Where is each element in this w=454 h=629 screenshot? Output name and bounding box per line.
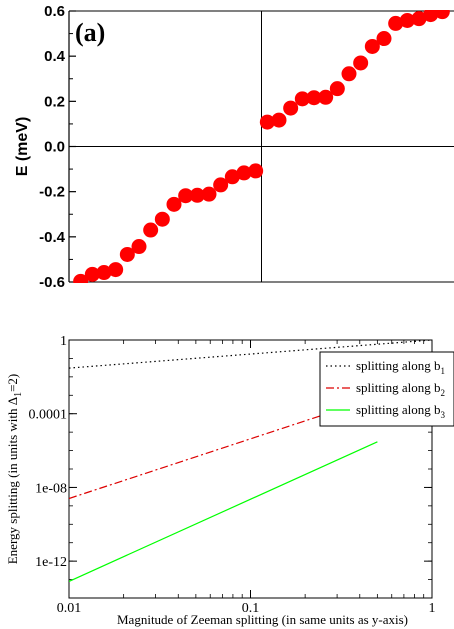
energy-level-point	[388, 15, 404, 31]
panel-a-ytick-label: -0.4	[39, 229, 66, 246]
energy-level-point	[364, 38, 380, 54]
energy-level-point	[306, 90, 322, 106]
energy-level-point	[434, 10, 450, 20]
energy-level-point	[318, 89, 334, 105]
energy-level-point	[73, 273, 89, 283]
panel-b-xtick-label: 0.01	[57, 601, 82, 616]
legend-entry-name: splitting along b	[356, 358, 441, 373]
panel-b-ylabel-main: Energy splitting (in units with Δ	[5, 397, 20, 564]
legend-entry-sub: 1	[441, 366, 446, 376]
energy-level-point	[423, 10, 439, 23]
panel-a-label: (a)	[75, 18, 105, 47]
legend-box	[319, 351, 454, 427]
series-line-b3	[69, 441, 378, 582]
energy-level-point	[119, 246, 135, 262]
energy-level-point	[201, 186, 217, 202]
energy-level-point	[154, 211, 170, 227]
legend-entry-sub: 3	[441, 410, 446, 420]
energy-level-point	[283, 100, 299, 116]
panel-b-ytick-label: 0.0001	[29, 408, 68, 423]
series-line-b2	[69, 396, 378, 500]
legend-entry-name: splitting along b	[356, 380, 441, 395]
panel-a: -0.6 -0.4 -0.2 0.0 0.2 0.4 0.6 E (meV) (a)	[14, 3, 454, 291]
panel-b-series	[69, 340, 432, 582]
energy-level-point	[143, 222, 159, 238]
panel-b-xtick-label: 1	[429, 601, 436, 616]
energy-level-point	[259, 114, 275, 130]
energy-level-point	[329, 81, 345, 97]
panel-b-ytick-label: 1e-12	[35, 555, 67, 570]
energy-level-point	[341, 66, 357, 82]
legend-entry-sub: 2	[441, 388, 446, 398]
energy-level-point	[271, 112, 287, 128]
energy-level-point	[224, 169, 240, 185]
energy-level-point	[399, 12, 415, 28]
panel-b-ylabel-sub: 1	[13, 392, 24, 397]
panel-b-ytick-label: 1	[60, 334, 67, 349]
panel-b-ylabel: Energy splitting (in units with Δ1=2)	[5, 374, 24, 565]
panel-a-points	[73, 10, 450, 283]
legend-entry-b2: splitting along b2	[356, 380, 445, 398]
energy-level-point	[178, 188, 194, 204]
panel-b-ylabel-end: =2)	[5, 374, 20, 392]
panel-a-ytick-label: -0.6	[39, 274, 65, 291]
energy-level-point	[248, 163, 264, 179]
energy-level-point	[84, 266, 100, 282]
energy-level-point	[166, 196, 182, 212]
panel-a-ytick-label: 0.6	[44, 3, 65, 20]
energy-level-point	[213, 177, 229, 193]
panel-a-ylabel: E (meV)	[14, 117, 31, 177]
energy-level-point	[236, 165, 252, 181]
energy-level-point	[353, 55, 369, 71]
legend-entry-name: splitting along b	[356, 402, 441, 417]
legend-entry-b1: splitting along b1	[356, 358, 445, 376]
panel-b-xlabel: Magnitude of Zeeman splitting (in same u…	[117, 612, 408, 627]
panel-b: 0.01 0.1 1 1e-12 1e-08 0.0001 1 Magnitude of Ze…	[5, 334, 454, 627]
panel-b-xtick-label: 0.1	[242, 601, 260, 616]
panel-a-ytick-label: -0.2	[39, 184, 65, 201]
legend-entry-b3: splitting along b3	[356, 402, 446, 420]
panel-a-ytick-label: 0.4	[44, 48, 66, 65]
energy-level-point	[294, 91, 310, 107]
energy-level-point	[411, 11, 427, 27]
energy-level-point	[376, 31, 392, 47]
energy-level-point	[96, 265, 112, 281]
energy-level-point	[131, 239, 147, 255]
panel-a-ytick-label: 0.2	[44, 93, 65, 110]
energy-level-point	[108, 262, 124, 278]
energy-level-point	[189, 187, 205, 203]
panel-a-ytick-label: 0.0	[44, 139, 65, 156]
panel-b-ytick-label: 1e-08	[35, 481, 67, 496]
